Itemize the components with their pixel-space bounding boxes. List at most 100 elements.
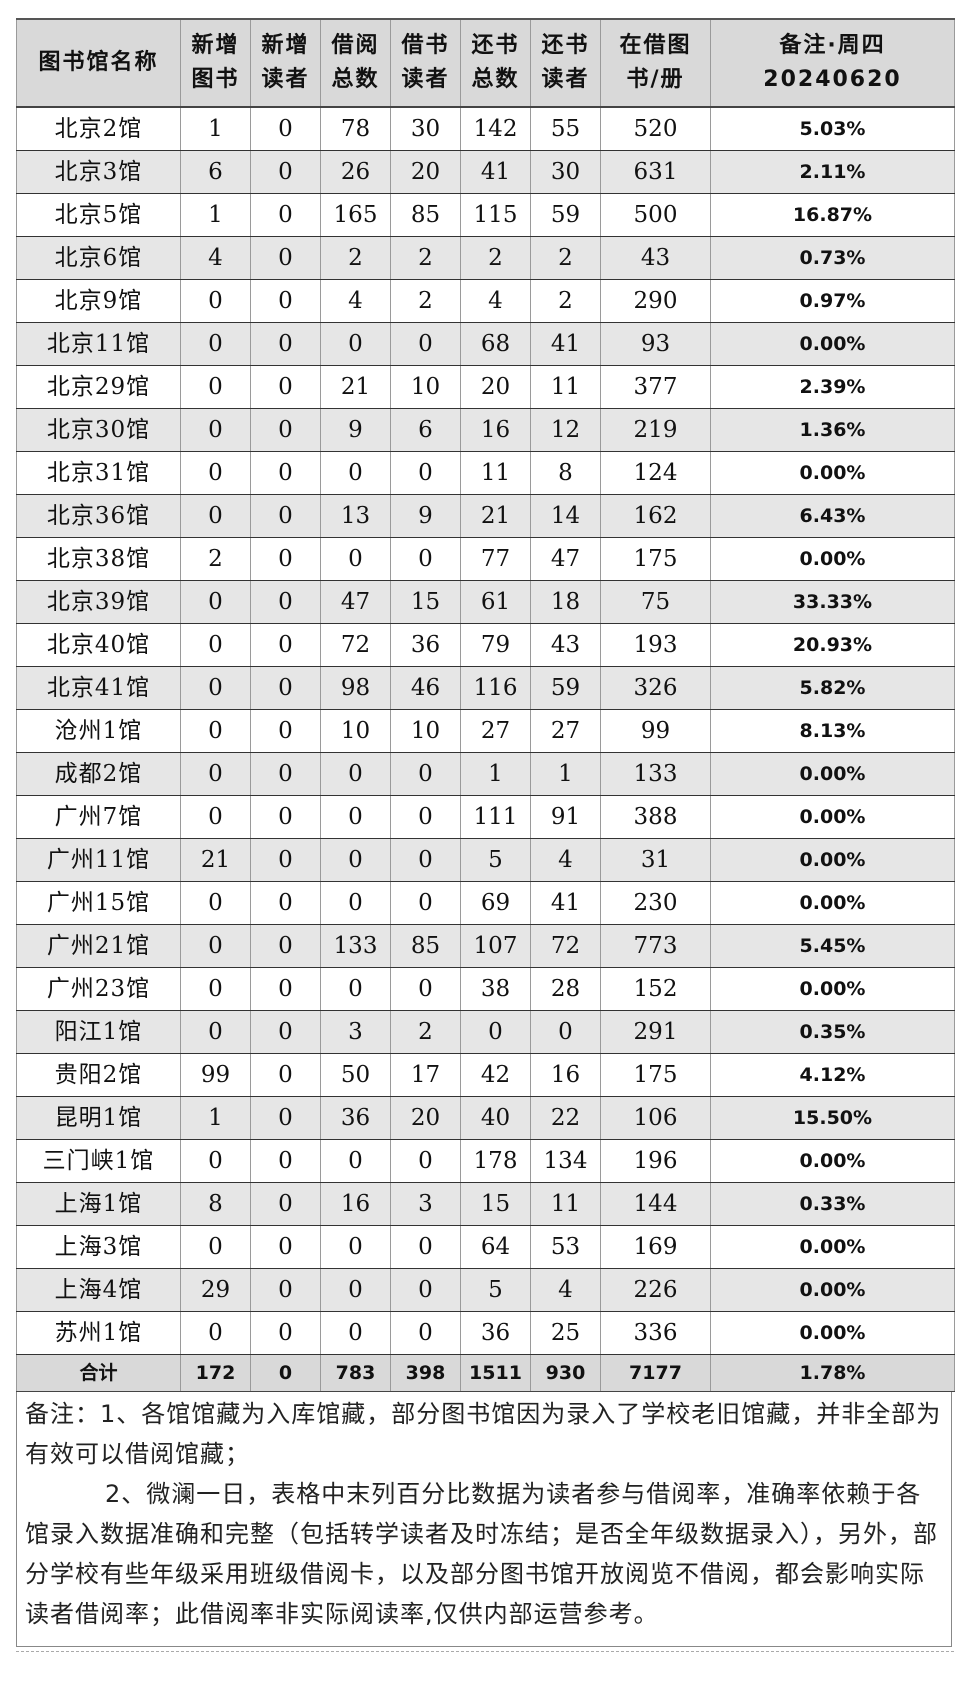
library-name-cell: 北京39馆	[16, 580, 181, 624]
value-cell: 85	[390, 193, 461, 237]
library-name-cell: 北京29馆	[16, 365, 181, 409]
note-1: 备注：1、各馆馆藏为入库馆藏，部分图书馆因为录入了学校老旧馆藏，并非全部为有效可…	[25, 1400, 942, 1468]
value-cell: 0	[250, 193, 321, 237]
borrow-rate-cell: 16.87%	[710, 193, 955, 237]
column-header-3: 借阅 总数	[320, 19, 391, 108]
value-cell: 388	[600, 795, 711, 839]
note-2: 2、微澜一日，表格中末列百分比数据为读者参与借阅率，准确率依赖于各馆录入数据准确…	[25, 1480, 938, 1628]
value-cell: 0	[180, 924, 251, 968]
value-cell: 219	[600, 408, 711, 452]
table-row: 北京39馆 0 0 47 15 61 18 75 33.33%	[16, 580, 955, 624]
table-row: 北京31馆 0 0 0 0 11 8 124 0.00%	[16, 451, 955, 495]
value-cell: 0	[250, 279, 321, 323]
value-cell: 0	[180, 709, 251, 753]
column-header-8: 备注·周四 20240620	[710, 19, 955, 108]
library-name-cell: 北京5馆	[16, 193, 181, 237]
value-cell: 36	[390, 623, 461, 667]
library-name-cell: 广州21馆	[16, 924, 181, 968]
column-header-line: 20240620	[763, 67, 902, 92]
column-header-2: 新增 读者	[250, 19, 321, 108]
value-cell: 377	[600, 365, 711, 409]
value-cell: 53	[530, 1225, 601, 1269]
value-cell: 0	[250, 1268, 321, 1312]
value-cell: 0	[320, 537, 391, 581]
value-cell: 85	[390, 924, 461, 968]
column-header-line: 图书馆名称	[38, 50, 159, 75]
table-row: 北京40馆 0 0 72 36 79 43 193 20.93%	[16, 623, 955, 667]
column-header-line: 还书	[541, 33, 590, 58]
value-cell: 2	[530, 236, 601, 280]
library-stats-table: 图书馆名称 新增 图书 新增 读者 借阅 总数 借书 读者 还书 总数 还书 读者 在借图 书/册 备注·周四…	[16, 18, 955, 1392]
value-cell: 0	[390, 451, 461, 495]
borrow-rate-cell: 0.00%	[710, 322, 955, 366]
total-value-cell: 7177	[600, 1354, 711, 1392]
borrow-rate-cell: 0.00%	[710, 1311, 955, 1355]
column-header-line: 总数	[331, 67, 380, 92]
column-header-line: 新增	[191, 33, 240, 58]
header-row: 图书馆名称 新增 图书 新增 读者 借阅 总数 借书 读者 还书 总数 还书 读者 在借图 书/册 备注·周四…	[16, 19, 955, 108]
value-cell: 11	[530, 1182, 601, 1226]
table-row: 北京5馆 1 0 165 85 115 59 500 16.87%	[16, 193, 955, 237]
value-cell: 291	[600, 1010, 711, 1054]
value-cell: 20	[390, 1096, 461, 1140]
library-name-cell: 北京41馆	[16, 666, 181, 710]
column-header-line: 在借图	[619, 33, 692, 58]
library-name-cell: 三门峡1馆	[16, 1139, 181, 1183]
value-cell: 15	[390, 580, 461, 624]
value-cell: 115	[460, 193, 531, 237]
value-cell: 178	[460, 1139, 531, 1183]
value-cell: 0	[390, 1311, 461, 1355]
value-cell: 152	[600, 967, 711, 1011]
borrow-rate-cell: 0.00%	[710, 967, 955, 1011]
borrow-rate-cell: 0.33%	[710, 1182, 955, 1226]
value-cell: 2	[390, 1010, 461, 1054]
value-cell: 8	[180, 1182, 251, 1226]
value-cell: 41	[530, 881, 601, 925]
value-cell: 0	[180, 881, 251, 925]
column-header-line: 备注·周四	[779, 33, 886, 58]
column-header-line: 新增	[261, 33, 310, 58]
library-name-cell: 北京30馆	[16, 408, 181, 452]
value-cell: 79	[460, 623, 531, 667]
borrow-rate-cell: 5.03%	[710, 107, 955, 151]
value-cell: 99	[180, 1053, 251, 1097]
value-cell: 0	[250, 838, 321, 882]
library-name-cell: 沧州1馆	[16, 709, 181, 753]
library-name-cell: 阳江1馆	[16, 1010, 181, 1054]
value-cell: 77	[460, 537, 531, 581]
value-cell: 0	[250, 709, 321, 753]
value-cell: 134	[530, 1139, 601, 1183]
borrow-rate-cell: 0.00%	[710, 537, 955, 581]
value-cell: 124	[600, 451, 711, 495]
value-cell: 16	[530, 1053, 601, 1097]
value-cell: 0	[320, 1225, 391, 1269]
value-cell: 43	[530, 623, 601, 667]
bottom-rule	[16, 1651, 954, 1652]
total-value-cell: 398	[390, 1354, 461, 1392]
table-header: 图书馆名称 新增 图书 新增 读者 借阅 总数 借书 读者 还书 总数 还书 读者 在借图 书/册 备注·周四…	[16, 19, 955, 108]
table-row: 贵阳2馆 99 0 50 17 42 16 175 4.12%	[16, 1053, 955, 1097]
value-cell: 13	[320, 494, 391, 538]
borrow-rate-cell: 0.97%	[710, 279, 955, 323]
value-cell: 0	[390, 1139, 461, 1183]
borrow-rate-cell: 2.11%	[710, 150, 955, 194]
library-name-cell: 上海1馆	[16, 1182, 181, 1226]
value-cell: 15	[460, 1182, 531, 1226]
value-cell: 0	[390, 752, 461, 796]
value-cell: 0	[250, 236, 321, 280]
value-cell: 0	[250, 623, 321, 667]
library-name-cell: 广州7馆	[16, 795, 181, 839]
value-cell: 0	[320, 1268, 391, 1312]
value-cell: 0	[250, 1182, 321, 1226]
value-cell: 61	[460, 580, 531, 624]
borrow-rate-cell: 0.35%	[710, 1010, 955, 1054]
value-cell: 0	[320, 752, 391, 796]
value-cell: 2	[180, 537, 251, 581]
library-name-cell: 成都2馆	[16, 752, 181, 796]
value-cell: 0	[250, 967, 321, 1011]
value-cell: 20	[390, 150, 461, 194]
value-cell: 29	[180, 1268, 251, 1312]
value-cell: 5	[460, 1268, 531, 1312]
value-cell: 0	[320, 967, 391, 1011]
borrow-rate-cell: 0.00%	[710, 752, 955, 796]
